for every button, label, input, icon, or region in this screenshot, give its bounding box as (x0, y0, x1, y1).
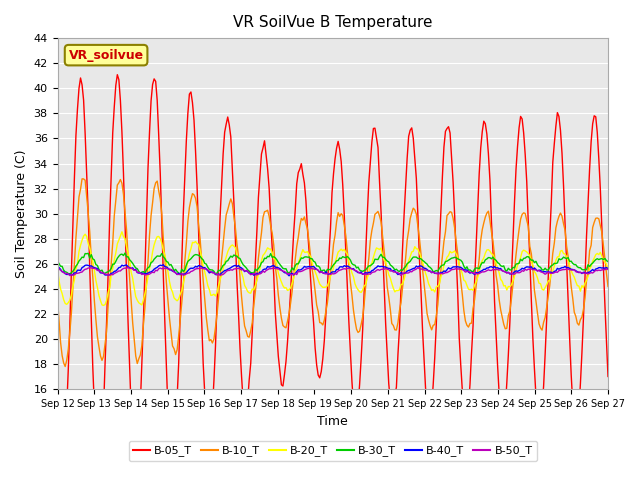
B-50_T (239, 266, 247, 272)
B-30_T (577, 265, 584, 271)
B-30_T (248, 270, 256, 276)
B-10_T (239, 310, 247, 316)
B-50_T (221, 270, 228, 276)
B-30_T (298, 255, 305, 261)
B-20_T (298, 251, 305, 257)
B-20_T (124, 251, 132, 256)
B-05_T (239, 397, 247, 403)
B-10_T (221, 225, 228, 231)
B-40_T (121, 263, 129, 268)
B-10_T (298, 216, 305, 221)
B-50_T (66, 273, 74, 278)
B-10_T (124, 253, 132, 259)
B-40_T (54, 264, 61, 270)
B-30_T (177, 272, 184, 278)
B-50_T (604, 267, 612, 273)
B-40_T (285, 273, 293, 279)
B-20_T (118, 229, 126, 235)
Line: B-05_T: B-05_T (58, 75, 608, 467)
B-05_T (577, 381, 584, 387)
B-40_T (159, 262, 167, 268)
B-40_T (220, 269, 227, 275)
B-10_T (54, 297, 61, 302)
Y-axis label: Soil Temperature (C): Soil Temperature (C) (15, 149, 28, 278)
Text: VR_soilvue: VR_soilvue (68, 48, 143, 61)
B-30_T (121, 250, 129, 256)
B-40_T (298, 266, 305, 272)
B-50_T (124, 264, 132, 270)
B-30_T (221, 262, 228, 267)
B-30_T (123, 254, 131, 260)
B-50_T (298, 268, 305, 274)
B-50_T (577, 270, 584, 276)
B-40_T (577, 269, 584, 275)
B-20_T (577, 288, 584, 294)
Line: B-50_T: B-50_T (58, 267, 608, 276)
B-05_T (221, 129, 228, 135)
B-50_T (123, 265, 131, 271)
B-40_T (604, 266, 612, 272)
B-20_T (100, 302, 108, 308)
B-10_T (604, 284, 612, 289)
B-05_T (54, 400, 61, 406)
B-20_T (54, 267, 61, 273)
B-05_T (132, 464, 140, 470)
B-40_T (237, 265, 245, 271)
Line: B-40_T: B-40_T (58, 265, 608, 276)
B-20_T (248, 286, 256, 292)
Title: VR SoilVue B Temperature: VR SoilVue B Temperature (233, 15, 433, 30)
B-20_T (239, 275, 247, 280)
B-10_T (78, 176, 86, 182)
B-20_T (604, 266, 612, 272)
B-50_T (248, 271, 256, 277)
B-10_T (61, 364, 69, 370)
Line: B-20_T: B-20_T (58, 232, 608, 305)
B-10_T (248, 320, 256, 325)
B-05_T (123, 269, 131, 275)
B-10_T (577, 317, 584, 323)
B-50_T (54, 264, 61, 270)
X-axis label: Time: Time (317, 415, 348, 428)
B-30_T (54, 258, 61, 264)
B-40_T (247, 271, 255, 276)
B-30_T (239, 262, 247, 267)
Legend: B-05_T, B-10_T, B-20_T, B-30_T, B-40_T, B-50_T: B-05_T, B-10_T, B-20_T, B-30_T, B-40_T, … (129, 441, 537, 461)
Line: B-10_T: B-10_T (58, 179, 608, 367)
B-30_T (604, 259, 612, 264)
Line: B-30_T: B-30_T (58, 253, 608, 275)
B-05_T (248, 329, 256, 335)
B-05_T (113, 72, 121, 78)
B-05_T (604, 373, 612, 379)
B-05_T (298, 161, 305, 167)
B-20_T (221, 259, 228, 264)
